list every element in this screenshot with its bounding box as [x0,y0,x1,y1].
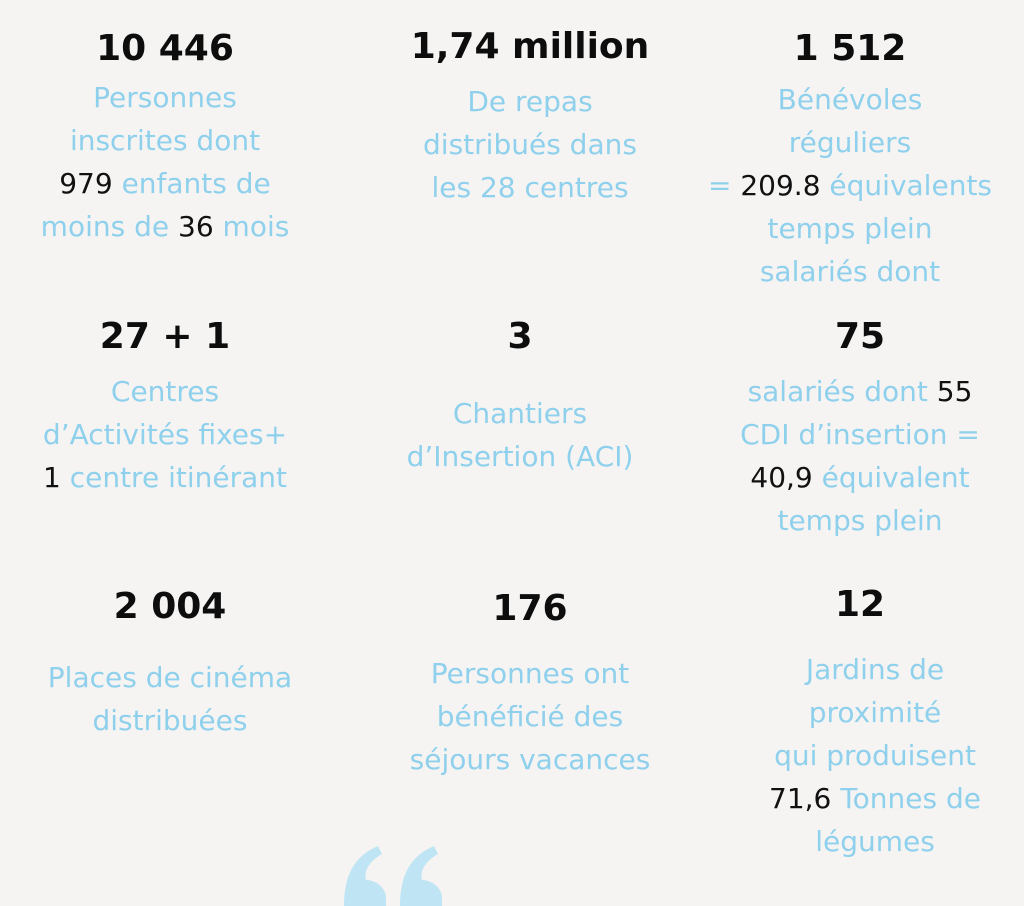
desc-text: mois [213,210,290,243]
inline-number: 71,6 [769,782,832,815]
inline-number: 1 [42,461,61,494]
desc-line: séjours vacances [409,743,651,776]
desc-line: De repas [467,85,593,118]
inline-number: 55 [936,375,973,408]
desc-text: = [707,169,741,202]
desc-line: qui produisent [774,739,976,772]
desc-line: les 28 centres [431,171,629,204]
stat-number: 1,74 million [410,26,650,67]
desc-line: Places de cinéma [47,661,293,694]
desc-line: = 209.8 équivalents [700,164,1000,207]
stat-number: 3 [507,316,533,357]
desc-text: enfants de [112,167,271,200]
stat-description: Personnes inscrites dont 979 enfants de … [0,76,330,248]
stat-description: Centres d’Activités fixes+ 1 centre itin… [0,370,330,499]
desc-text: moins de [40,210,178,243]
stat-description: Personnes ont bénéficié des séjours vaca… [375,652,685,781]
desc-text: équivalents [820,169,993,202]
desc-line: salariés dont 55 [710,370,1010,413]
desc-line: légumes [815,825,935,858]
stat-inscrits: 10 446 Personnes inscrites dont 979 enfa… [0,0,330,300]
desc-line: réguliers [788,126,912,159]
desc-line: distribués dans [423,128,637,161]
desc-line: 40,9 équivalent [710,456,1010,499]
stat-repas: 1,74 million De repas distribués dans le… [375,0,685,300]
stat-chantiers: 3 Chantiers d’Insertion (ACI) [365,300,675,580]
desc-line: CDI d’insertion = [740,418,980,451]
stat-number: 27 + 1 [99,316,231,357]
desc-line: Chantiers [452,397,588,430]
stat-centres: 27 + 1 Centres d’Activités fixes+ 1 cent… [0,300,330,580]
inline-number: 209.8 [740,169,821,202]
desc-line: temps plein [767,212,933,245]
desc-line: distribuées [92,704,248,737]
stat-number: 176 [492,588,568,629]
desc-line: 979 enfants de [0,162,330,205]
stat-description: Places de cinéma distribuées [5,656,335,742]
desc-line: inscrites dont [69,124,261,157]
desc-line: Jardins de [805,653,945,686]
inline-number: 40,9 [750,461,813,494]
stat-vacances: 176 Personnes ont bénéficié des séjours … [375,580,685,880]
desc-line: Personnes [93,81,237,114]
stat-number: 12 [834,584,886,625]
desc-line: Personnes ont [430,657,630,690]
stat-description: De repas distribués dans les 28 centres [375,80,685,209]
desc-line: temps plein [777,504,943,537]
desc-text: équivalent [812,461,970,494]
desc-line: d’Activités fixes+ [42,418,288,451]
stat-number: 10 446 [96,28,234,69]
desc-line: Bénévoles [777,83,923,116]
stat-description: salariés dont 55 CDI d’insertion = 40,9 … [710,370,1010,542]
desc-text: Tonnes de [831,782,981,815]
desc-line: proximité [808,696,942,729]
desc-line: salariés dont [759,255,941,288]
desc-line: Centres [110,375,220,408]
stat-salaries: 75 salariés dont 55 CDI d’insertion = 40… [710,300,1010,580]
desc-text: salariés dont [747,375,937,408]
stat-number: 2 004 [113,586,227,627]
stat-cinema: 2 004 Places de cinéma distribuées [5,580,335,880]
stat-benevoles: 1 512 Bénévoles réguliers = 209.8 équiva… [700,0,1000,300]
desc-line: 1 centre itinérant [0,456,330,499]
stat-description: Chantiers d’Insertion (ACI) [365,392,675,478]
stat-jardins: 12 Jardins de proximité qui produisent 7… [725,580,1024,880]
quote-icon [344,846,442,906]
inline-number: 36 [178,210,214,243]
desc-line: d’Insertion (ACI) [406,440,634,473]
desc-line: bénéficié des [436,700,624,733]
desc-line: 71,6 Tonnes de [725,777,1024,820]
stat-description: Jardins de proximité qui produisent 71,6… [725,648,1024,863]
inline-number: 979 [59,167,113,200]
stat-number: 1 512 [793,28,907,69]
stat-number: 75 [834,316,886,357]
stat-description: Bénévoles réguliers = 209.8 équivalents … [700,78,1000,293]
desc-text: centre itinérant [60,461,287,494]
desc-line: moins de 36 mois [0,205,330,248]
